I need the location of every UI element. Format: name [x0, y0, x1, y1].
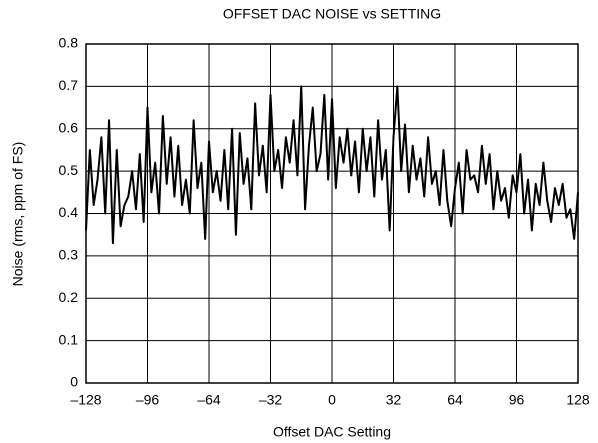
- x-tick-label: 32: [386, 392, 402, 408]
- y-tick-label: 0.6: [59, 119, 79, 135]
- y-tick-label: 0.3: [59, 247, 79, 263]
- y-axis-label: Noise (rms, ppm of FS): [10, 142, 26, 287]
- y-tick-label: 0: [70, 374, 78, 390]
- x-tick-label: 128: [566, 392, 590, 408]
- x-tick-label: –96: [136, 392, 160, 408]
- x-tick-label: 96: [509, 392, 525, 408]
- y-tick-label: 0.5: [59, 162, 79, 178]
- y-tick-label: 0.4: [59, 204, 79, 220]
- y-tick-label: 0.7: [59, 77, 79, 93]
- x-tick-label: 0: [328, 392, 336, 408]
- x-tick-label: –128: [70, 392, 101, 408]
- y-tick-label: 0.2: [59, 289, 79, 305]
- y-tick-label: 0.1: [59, 331, 79, 347]
- x-tick-label: –32: [259, 392, 283, 408]
- chart-title: OFFSET DAC NOISE vs SETTING: [223, 6, 441, 22]
- y-tick-label: 0.8: [59, 35, 79, 51]
- data-line: [85, 85, 579, 245]
- x-tick-label: 64: [447, 392, 463, 408]
- x-axis-label: Offset DAC Setting: [273, 424, 391, 440]
- x-tick-label: –64: [197, 392, 221, 408]
